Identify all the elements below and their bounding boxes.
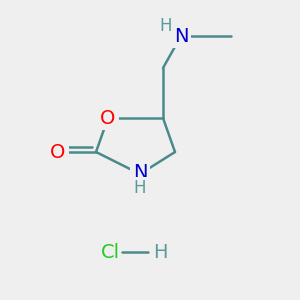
Text: N: N	[174, 26, 188, 46]
Text: O: O	[50, 142, 66, 161]
Text: Cl: Cl	[100, 242, 120, 262]
Text: N: N	[133, 164, 147, 182]
Text: H: H	[153, 242, 167, 262]
Text: H: H	[134, 179, 146, 197]
Text: H: H	[160, 17, 172, 35]
Text: O: O	[100, 109, 116, 128]
